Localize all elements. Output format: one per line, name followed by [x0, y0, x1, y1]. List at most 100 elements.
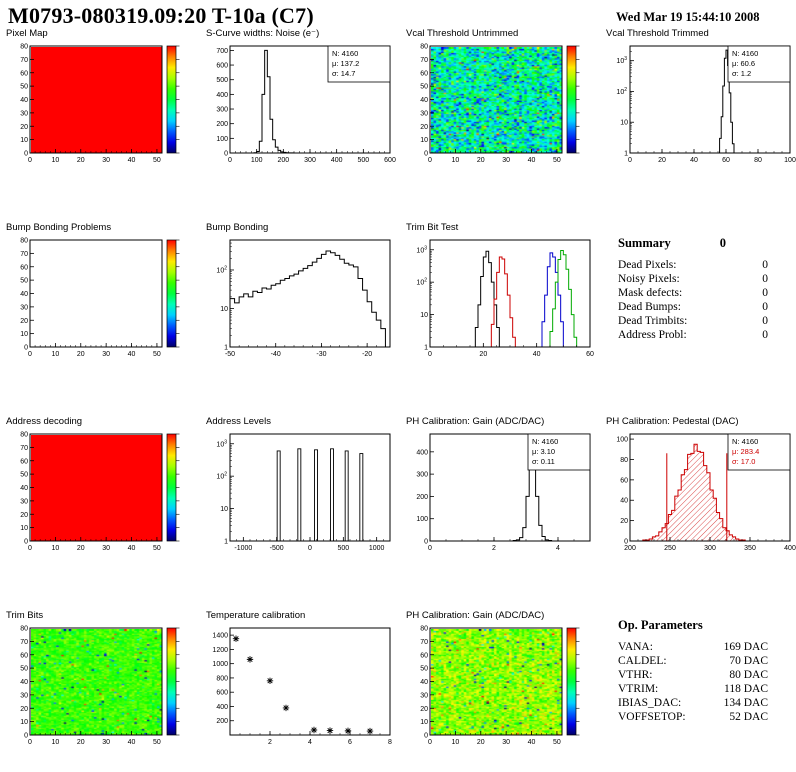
svg-text:300: 300: [216, 107, 228, 114]
svg-text:200: 200: [624, 545, 636, 552]
svg-text:20: 20: [477, 157, 485, 164]
svg-text:-50: -50: [225, 351, 235, 358]
svg-text:80: 80: [20, 44, 28, 51]
svg-text:80: 80: [20, 238, 28, 245]
svg-text:20: 20: [20, 124, 28, 131]
svg-text:40: 40: [128, 739, 136, 746]
svg-text:40: 40: [20, 485, 28, 492]
svg-text:10: 10: [220, 506, 228, 513]
panel-scurve-noise: S-Curve widths: Noise (e⁻) 0 100 200 300 400…: [204, 28, 396, 175]
summary-row-label: Address Probl:: [618, 329, 687, 341]
svg-text:40: 40: [620, 498, 628, 505]
op-parameter-label: VTRIM:: [618, 683, 659, 695]
chart-title: Pixel Map: [6, 28, 48, 39]
svg-text:10: 10: [620, 120, 628, 127]
chart-title: Vcal Threshold Trimmed: [606, 28, 709, 39]
svg-text:100: 100: [251, 157, 263, 164]
svg-text:400: 400: [331, 157, 343, 164]
svg-text:1: 1: [224, 539, 228, 546]
chart-title: Address Levels: [206, 416, 271, 427]
svg-text:20: 20: [20, 512, 28, 519]
address-levels-histogram: -1000 -500 0 500 1000 1 10 102 103: [204, 429, 396, 563]
op-parameter-row: VANA: 169 DAC: [618, 640, 768, 654]
svg-text:50: 50: [20, 666, 28, 673]
svg-text:50: 50: [20, 472, 28, 479]
svg-text:40: 40: [533, 351, 541, 358]
svg-text:600: 600: [384, 157, 396, 164]
svg-text:8: 8: [388, 739, 392, 746]
svg-text:20: 20: [77, 157, 85, 164]
summary-row: Dead Trimbits: 0: [618, 314, 768, 328]
svg-text:102: 102: [216, 265, 227, 274]
op-parameter-row: VTHR: 80 DAC: [618, 668, 768, 682]
svg-text:100: 100: [416, 516, 428, 523]
svg-text:80: 80: [20, 432, 28, 439]
svg-text:0: 0: [428, 157, 432, 164]
chart-title: Bump Bonding: [206, 222, 269, 233]
svg-text:0: 0: [628, 157, 632, 164]
panel-pixel-map: Pixel Map 0 10 20 30 40 50 0 10 20 30 40 50 60 70 80: [4, 28, 196, 175]
panel-trim-bits: Trim Bits 0 10 20 30 40 50 0 10 20 30 40 50 60 70 80: [4, 610, 196, 757]
svg-text:2: 2: [268, 739, 272, 746]
svg-text:60: 60: [20, 264, 28, 271]
chart-title: Vcal Threshold Untrimmed: [406, 28, 519, 39]
svg-text:103: 103: [216, 439, 227, 448]
svg-text:100: 100: [616, 437, 628, 444]
summary-row-value: 0: [762, 301, 768, 313]
svg-text:400: 400: [216, 92, 228, 99]
summary-row-value: 0: [762, 259, 768, 271]
svg-text:6: 6: [348, 739, 352, 746]
chart-title: Address decoding: [6, 416, 83, 427]
svg-text:20: 20: [420, 124, 428, 131]
svg-text:σ: 0.11: σ: 0.11: [532, 457, 555, 466]
svg-text:1200: 1200: [212, 647, 228, 654]
bump-bonding-histogram: -50 -40 -30 -20 1 10 102: [204, 235, 396, 369]
svg-text:0: 0: [24, 733, 28, 740]
svg-text:1400: 1400: [212, 633, 228, 640]
svg-text:50: 50: [20, 278, 28, 285]
svg-text:30: 30: [502, 157, 510, 164]
summary-row-label: Dead Pixels:: [618, 259, 677, 271]
svg-text:300: 300: [416, 472, 428, 479]
svg-text:60: 60: [620, 477, 628, 484]
svg-text:10: 10: [51, 351, 59, 358]
panel-vcal-untrimmed: Vcal Threshold Untrimmed 0 10 20 30 40 50 0 10 2…: [404, 28, 596, 175]
op-parameter-row: IBIAS_DAC: 134 DAC: [618, 696, 768, 710]
op-parameter-row: CALDEL: 70 DAC: [618, 654, 768, 668]
svg-text:μ: 60.6: μ: 60.6: [732, 59, 755, 68]
panel-vcal-trimmed: Vcal Threshold Trimmed 0 20 40 60 80 100 1 10 10…: [604, 28, 796, 175]
panel-bump-bonding: Bump Bonding -50 -40 -30 -20 1 10 102: [204, 222, 396, 369]
svg-text:σ: 1.2: σ: 1.2: [732, 69, 751, 78]
svg-text:50: 50: [153, 545, 161, 552]
svg-text:20: 20: [77, 351, 85, 358]
svg-text:30: 30: [20, 498, 28, 505]
svg-text:2: 2: [492, 545, 496, 552]
panel-address-decoding: Address decoding 0 10 20 30 40 50 0 10 20 30 40 50 6…: [4, 416, 196, 563]
svg-text:40: 40: [528, 157, 536, 164]
summary-row-value: 0: [762, 329, 768, 341]
svg-text:20: 20: [658, 157, 666, 164]
svg-text:30: 30: [102, 351, 110, 358]
svg-text:0: 0: [428, 545, 432, 552]
svg-text:70: 70: [20, 445, 28, 452]
panel-temperature-calibration: Temperature calibration 2 4 6 8 200 400 600 800…: [204, 610, 396, 757]
svg-text:60: 60: [586, 351, 594, 358]
svg-text:μ: 283.4: μ: 283.4: [732, 447, 759, 456]
svg-text:30: 30: [102, 545, 110, 552]
panel-ph-pedestal: PH Calibration: Pedestal (DAC) 200 250 300…: [604, 416, 796, 563]
svg-text:350: 350: [744, 545, 756, 552]
summary-row: Mask defects: 0: [618, 286, 768, 300]
svg-text:0: 0: [624, 539, 628, 546]
svg-text:20: 20: [20, 318, 28, 325]
page-title: M0793-080319.09:20 T-10a (C7): [8, 3, 314, 28]
chart-title: Trim Bit Test: [406, 222, 459, 233]
op-parameter-value: 118 DAC: [724, 683, 768, 695]
svg-text:300: 300: [304, 157, 316, 164]
svg-text:102: 102: [416, 278, 427, 287]
svg-text:60: 60: [420, 652, 428, 659]
op-parameter-row: VOFFSETOP: 52 DAC: [618, 710, 768, 724]
svg-text:30: 30: [420, 692, 428, 699]
svg-text:N: 4160: N: 4160: [732, 49, 758, 58]
svg-text:0: 0: [308, 545, 312, 552]
